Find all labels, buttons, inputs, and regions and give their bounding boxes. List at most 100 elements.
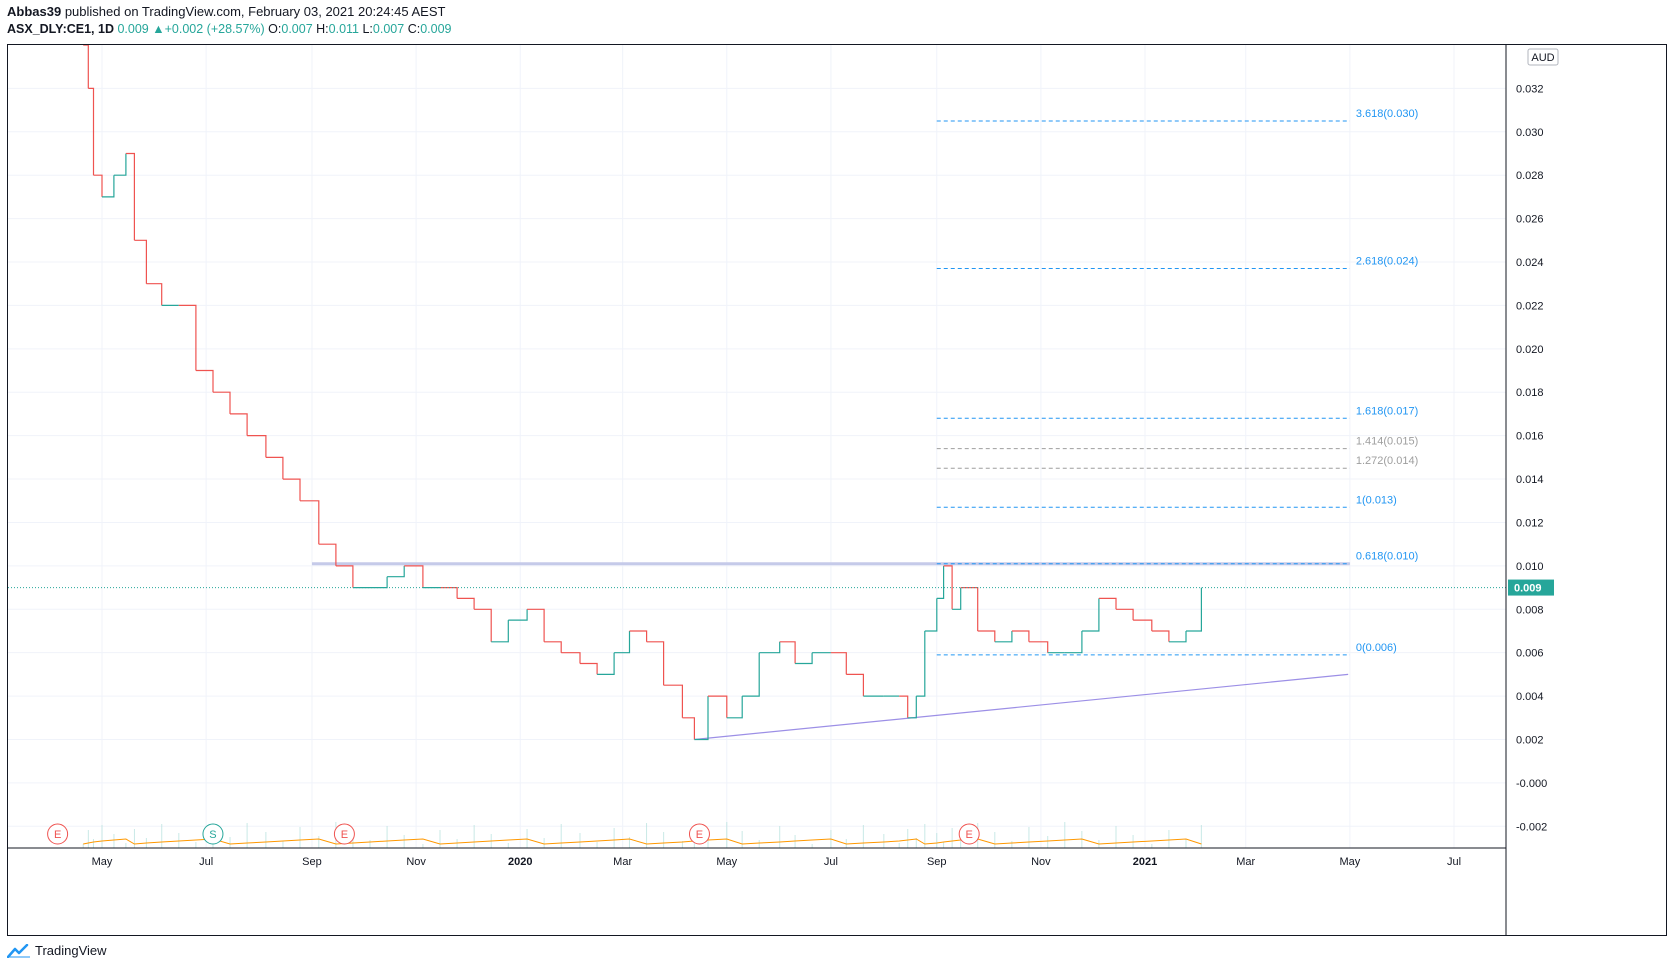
price-segment xyxy=(646,641,665,686)
volume-bar xyxy=(369,840,371,848)
symbol-name: ASX_DLY:CE1, 1D xyxy=(7,22,114,36)
volume-bar xyxy=(543,838,545,848)
event-marker-label: E xyxy=(966,829,973,841)
fib-extension[interactable]: 3.618(0.030) 2.618(0.024) 1.618(0.017) 1.41… xyxy=(936,108,1419,656)
last-price-tag xyxy=(1508,579,1554,596)
x-tick-label: Nov xyxy=(406,856,426,868)
price-chart[interactable]: 3.618(0.030) 2.618(0.024) 1.618(0.017) 1.41… xyxy=(8,45,1666,935)
fib-level-label: 0(0.006) xyxy=(1356,642,1397,654)
volume-bar xyxy=(1028,827,1030,848)
price-segment xyxy=(779,641,796,664)
last-price: 0.009 xyxy=(117,22,149,36)
volume-bar xyxy=(229,837,231,848)
volume-bar xyxy=(1200,825,1202,848)
volume-bar xyxy=(883,834,885,848)
x-tick-label: May xyxy=(92,856,113,868)
trendline[interactable] xyxy=(694,673,1349,741)
volume-bar xyxy=(161,824,163,848)
volume-bar xyxy=(125,843,127,848)
y-tick-label: 0.018 xyxy=(1516,387,1544,399)
price-segment xyxy=(1064,631,1083,654)
price-segment xyxy=(580,662,598,675)
volume-bar xyxy=(265,832,267,848)
price-segment xyxy=(544,641,562,653)
volume-bar xyxy=(318,836,320,848)
volume-bar xyxy=(681,841,683,848)
volume-bar xyxy=(707,836,709,848)
y-tick-label: 0.012 xyxy=(1516,517,1544,529)
price-segment xyxy=(318,543,337,566)
y-tick-label: 0.024 xyxy=(1516,257,1544,269)
price-segment xyxy=(440,587,458,599)
price-segment xyxy=(102,175,115,198)
price-segment xyxy=(561,652,581,664)
y-tick-label: 0.008 xyxy=(1516,604,1544,616)
price-segment xyxy=(952,587,962,610)
price-segment xyxy=(230,413,248,436)
price-segment xyxy=(977,630,996,642)
x-tick-label: Jul xyxy=(199,856,213,868)
publish-info: Abbas39 published on TradingView.com, Fe… xyxy=(7,4,445,20)
event-marker-circle[interactable] xyxy=(47,823,69,845)
price-segment xyxy=(195,369,214,393)
fib-level-label: 1(0.013) xyxy=(1356,494,1397,506)
price-segment xyxy=(916,631,926,697)
price-segment xyxy=(300,500,320,545)
time-axis[interactable]: May Jul Sep Nov 2020 Mar May Jul Sep Nov 2021 Mar Ma… xyxy=(8,847,1506,868)
event-marker-circle[interactable] xyxy=(958,823,980,845)
y-tick-label: 0.028 xyxy=(1516,170,1544,182)
price-segment xyxy=(795,652,813,665)
volume-bar xyxy=(1168,830,1170,848)
symbol-legend: ASX_DLY:CE1, 1D 0.009 ▲+0.002 (+28.57%) … xyxy=(7,21,451,37)
price-segment xyxy=(508,609,528,621)
price-segment xyxy=(907,696,917,719)
y-tick-label: 0.004 xyxy=(1516,691,1544,703)
volume-bar xyxy=(422,844,424,848)
volume-bar xyxy=(646,823,648,848)
price-segment xyxy=(924,598,938,632)
volume-bar xyxy=(1011,841,1013,848)
volume-bar xyxy=(741,831,743,848)
price-segment xyxy=(178,304,197,371)
event-marker-circle[interactable] xyxy=(333,823,355,845)
chart-pane[interactable]: 3.618(0.030) 2.618(0.024) 1.618(0.017) 1.41… xyxy=(7,44,1667,936)
price-segment xyxy=(247,435,267,458)
volume-bar xyxy=(82,844,84,848)
fib-level-label: 1.618(0.017) xyxy=(1356,405,1418,417)
x-tick-label: Sep xyxy=(927,856,947,868)
volume-bar xyxy=(943,842,945,848)
price-change: +0.002 (+28.57%) xyxy=(164,22,265,36)
price-axis[interactable]: 0.032 0.030 0.028 0.026 0.024 0.022 0.020 0.018… xyxy=(1505,45,1559,935)
volume-bar xyxy=(473,825,475,848)
price-segment xyxy=(134,239,147,284)
volume-bar xyxy=(613,828,615,848)
event-marker-circle[interactable] xyxy=(202,823,224,845)
price-segment xyxy=(694,696,709,741)
volume-bar xyxy=(726,822,728,848)
currency-badge xyxy=(1527,48,1559,66)
volume-bar xyxy=(386,826,388,848)
event-marker-circle[interactable] xyxy=(688,823,710,845)
volume-bar xyxy=(87,830,89,848)
currency-label: AUD xyxy=(1531,52,1554,64)
low-label: L: xyxy=(362,22,373,36)
price-segment xyxy=(1116,608,1134,621)
volume-bar xyxy=(951,828,953,848)
volume-bar xyxy=(101,825,103,848)
volume-bar xyxy=(299,827,301,848)
support-trendline[interactable] xyxy=(694,673,1349,741)
y-tick-label: -0.000 xyxy=(1516,778,1547,790)
fib-level-label: 3.618(0.030) xyxy=(1356,108,1418,120)
event-marker-label: E xyxy=(54,829,61,841)
price-segment xyxy=(629,630,648,642)
volume-bar xyxy=(1064,822,1066,848)
price-series xyxy=(83,45,1202,741)
footer-brand[interactable]: TradingView xyxy=(7,943,107,959)
price-segment xyxy=(113,153,127,176)
price-segment xyxy=(1186,587,1202,632)
y-tick-label: 0.014 xyxy=(1516,474,1544,486)
price-segment xyxy=(335,565,354,588)
price-segment xyxy=(1133,619,1153,631)
open-label: O: xyxy=(268,22,282,36)
